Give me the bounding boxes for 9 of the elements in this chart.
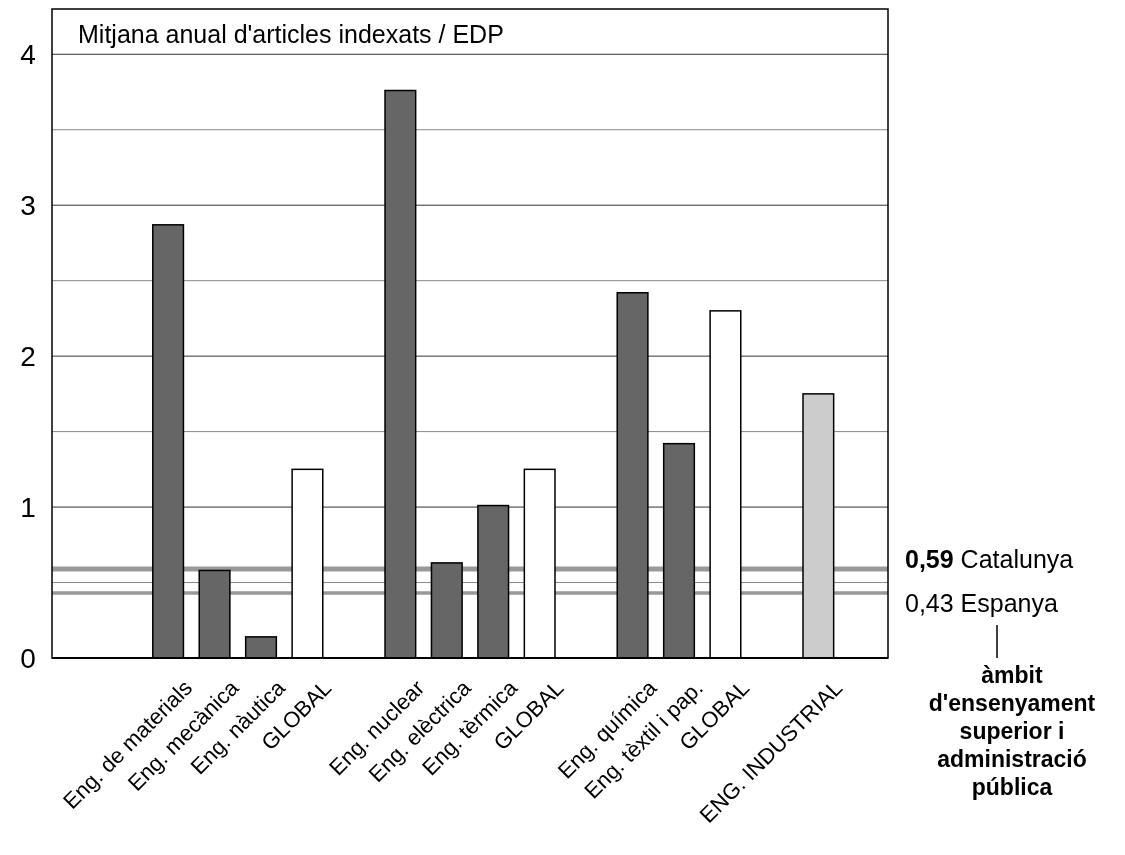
y-tick-label: 3 xyxy=(20,189,36,221)
ref-line-label: 0,59 Catalunya xyxy=(905,545,1074,574)
y-tick-label: 1 xyxy=(20,491,36,523)
chart-title: Mitjana anual d'articles indexats / EDP xyxy=(78,20,504,48)
y-tick-label: 0 xyxy=(20,642,36,674)
y-tick-label: 2 xyxy=(20,340,36,372)
ref-line-label: 0,43 Espanya xyxy=(905,589,1058,618)
text: àmbit d'ensenyament superior i administració pública xyxy=(928,662,1096,801)
y-tick-label: 4 xyxy=(20,38,36,70)
